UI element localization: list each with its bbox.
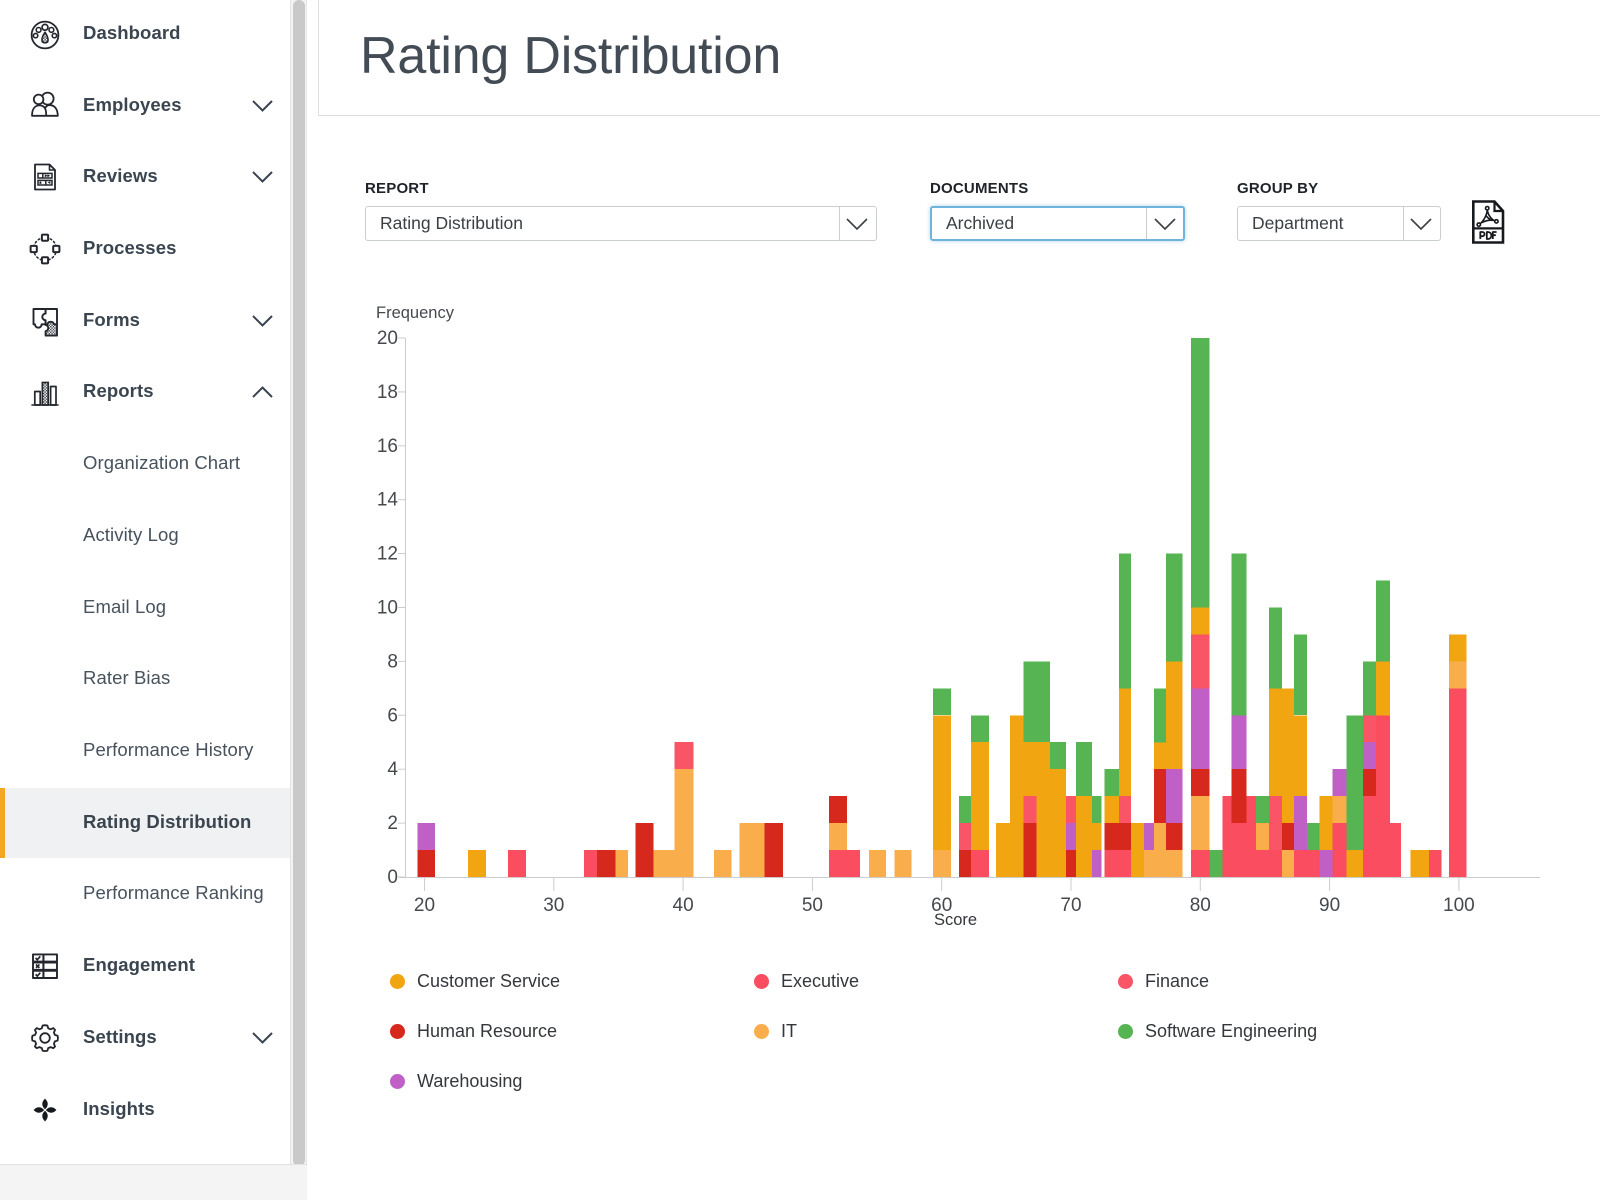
svg-text:4: 4 xyxy=(387,759,398,780)
svg-text:0: 0 xyxy=(387,867,398,888)
svg-text:8: 8 xyxy=(387,651,398,672)
svg-text:40: 40 xyxy=(673,895,694,916)
svg-text:80: 80 xyxy=(1190,895,1211,916)
svg-text:60: 60 xyxy=(931,895,952,916)
svg-text:20: 20 xyxy=(414,895,435,916)
svg-text:6: 6 xyxy=(387,705,398,726)
svg-text:70: 70 xyxy=(1060,895,1081,916)
svg-text:20: 20 xyxy=(377,328,398,349)
svg-text:10: 10 xyxy=(377,598,398,619)
svg-text:90: 90 xyxy=(1319,895,1340,916)
svg-text:50: 50 xyxy=(802,895,823,916)
svg-text:Frequency: Frequency xyxy=(376,304,455,322)
svg-text:14: 14 xyxy=(377,490,399,511)
svg-text:2: 2 xyxy=(387,813,398,834)
svg-text:100: 100 xyxy=(1443,895,1475,916)
svg-text:18: 18 xyxy=(377,382,398,403)
svg-text:16: 16 xyxy=(377,436,398,457)
svg-text:12: 12 xyxy=(377,544,398,565)
svg-text:Score: Score xyxy=(934,911,977,929)
svg-text:30: 30 xyxy=(543,895,564,916)
